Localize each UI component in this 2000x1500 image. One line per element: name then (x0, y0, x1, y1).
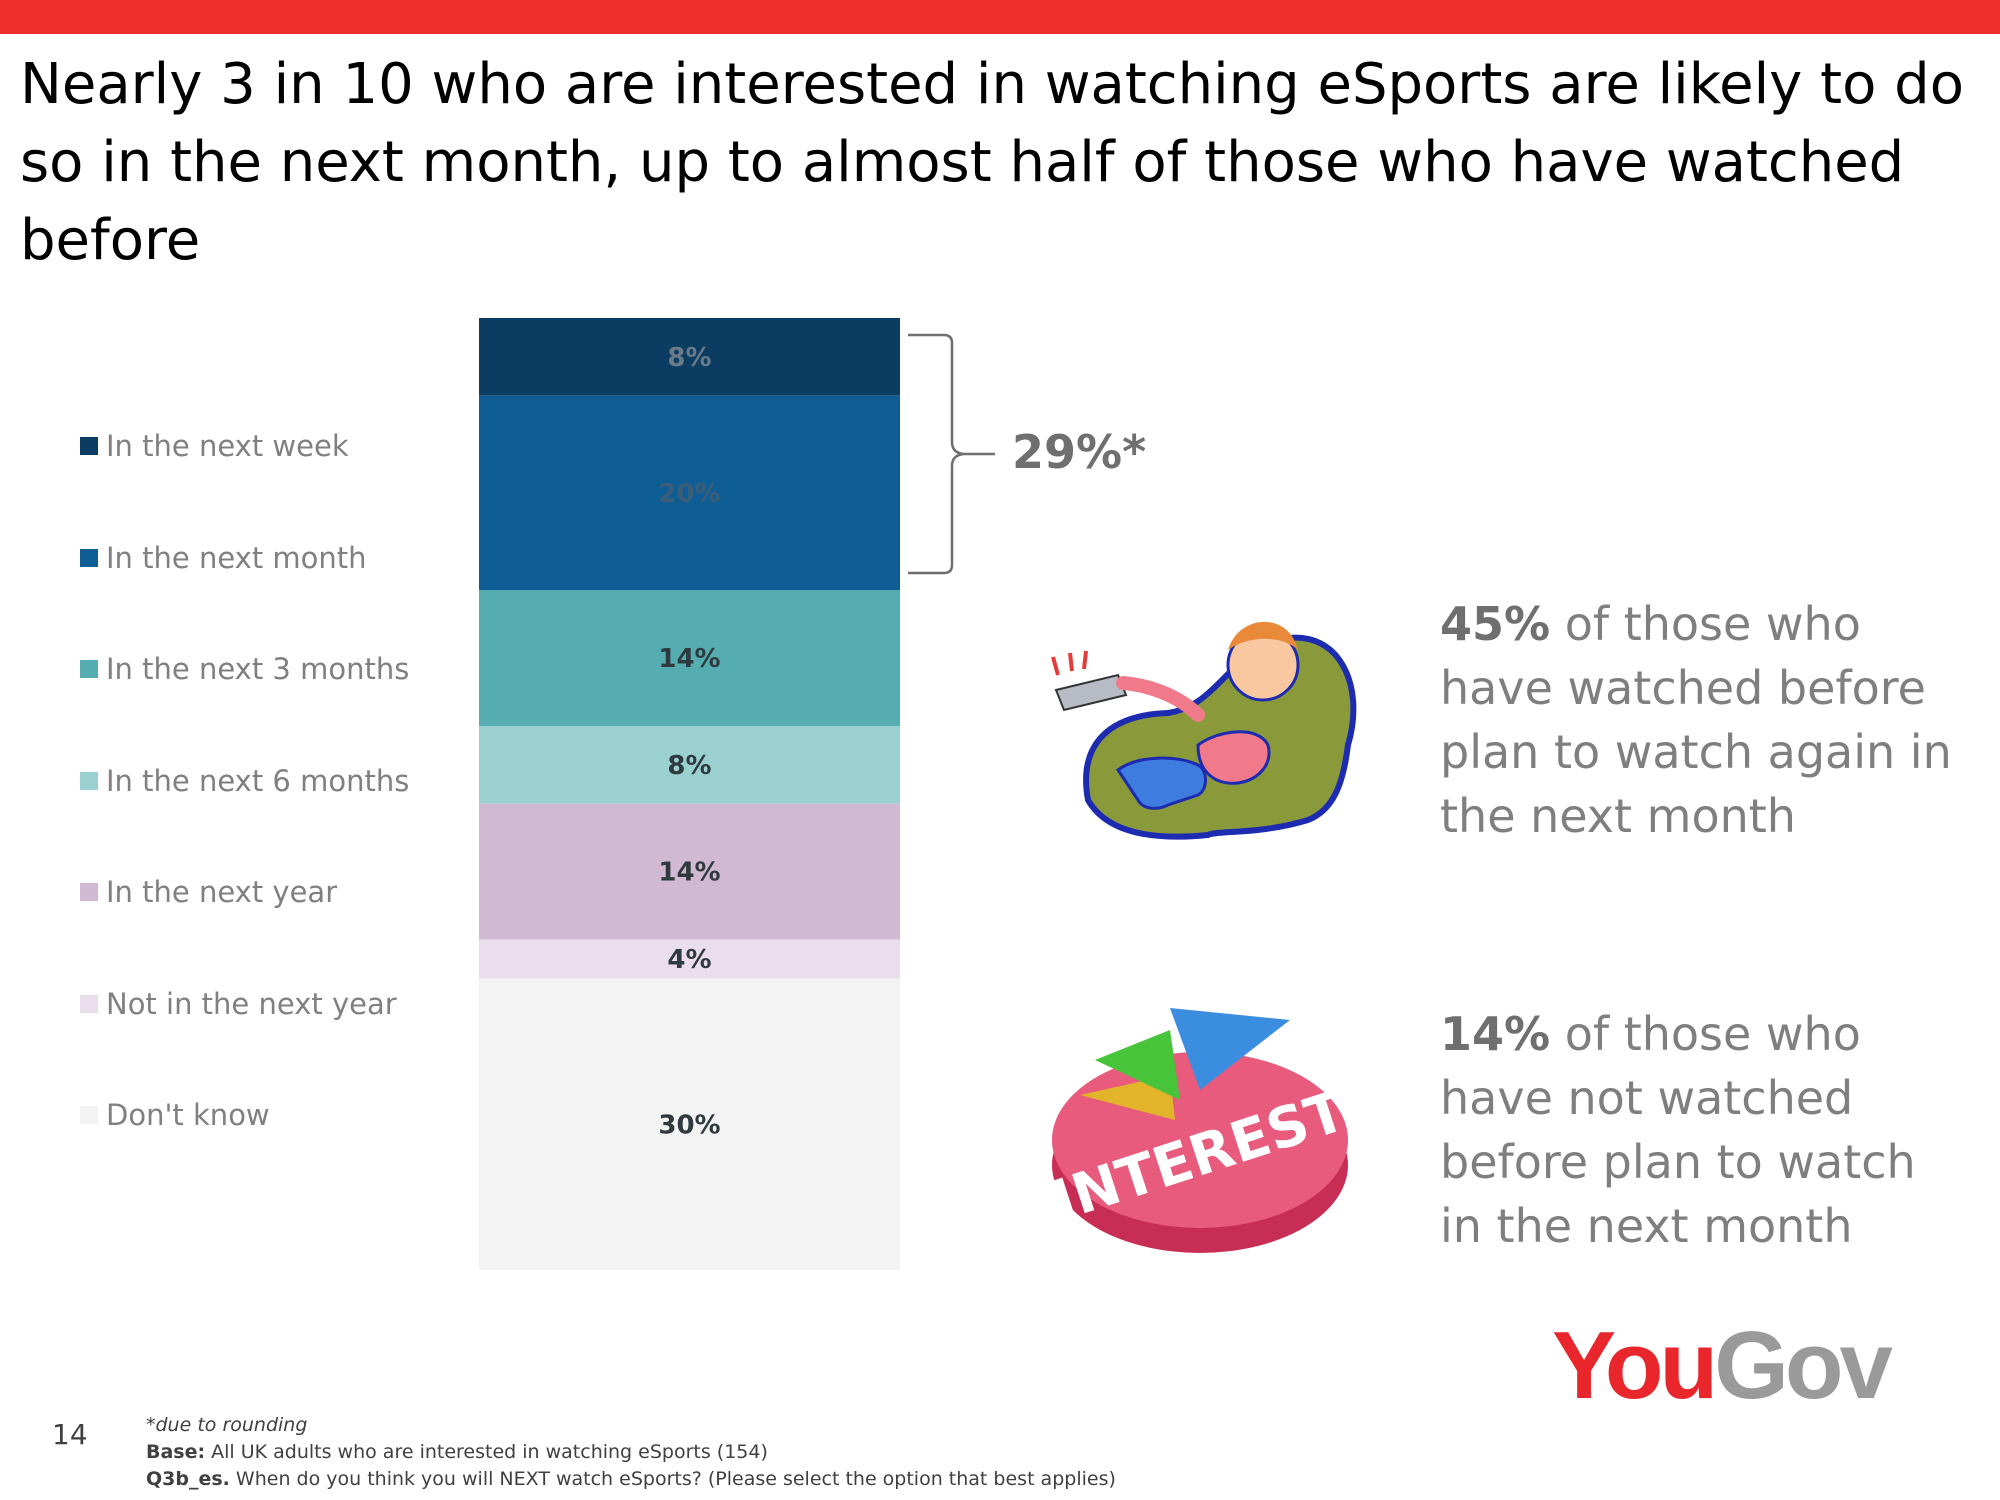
legend-swatch (80, 660, 98, 678)
callout-2-emphasis: 14% (1440, 1007, 1551, 1061)
legend-swatch (80, 994, 98, 1013)
top-accent-bar (0, 0, 2000, 34)
bracket-total-label: 29%* (1012, 425, 1147, 479)
legend-swatch (80, 437, 98, 455)
legend-label: In the next week (106, 429, 349, 463)
legend-swatch (80, 1106, 98, 1124)
callout-1-emphasis: 45% (1440, 597, 1551, 651)
bar-segment-in-the-next-year (479, 803, 900, 940)
footnote-base: Base: All UK adults who are interested i… (146, 1441, 768, 1463)
interest-pie-icon: INTEREST (1050, 1008, 1354, 1253)
legend-item-not-in-the-next-year: Not in the next year (80, 987, 397, 1021)
legend-label: Don't know (106, 1098, 270, 1132)
bar-segment-not-in-the-next-year (479, 939, 900, 979)
footnote-rounding: *due to rounding (146, 1414, 308, 1436)
bar-segment-don-t-know (479, 978, 900, 1270)
callout-1-text: of those who have watched before plan to… (1440, 597, 1952, 843)
person-watching-tv-icon (1051, 621, 1357, 840)
footnotes: *due to rounding Base: All UK adults who… (146, 1412, 1116, 1493)
page-number: 14 (52, 1418, 88, 1451)
callout-watched-before: 45% of those who have watched before pla… (1440, 592, 1960, 848)
legend-item-in-the-next-week: In the next week (80, 429, 349, 463)
legend-label: In the next 3 months (106, 652, 410, 686)
bar-segment-in-the-next-week (479, 318, 900, 396)
legend-item-in-the-next-3-months: In the next 3 months (80, 652, 409, 686)
bracket-line (908, 333, 995, 575)
callout-not-watched-before: 14% of those who have not watched before… (1440, 1002, 1960, 1258)
data-label-not-in-the-next-year: 4% (667, 945, 711, 975)
legend-item-in-the-next-year: In the next year (80, 875, 337, 909)
footnote-question: Q3b_es. When do you think you will NEXT … (146, 1468, 1116, 1490)
legend-label: In the next 6 months (106, 763, 410, 798)
legend-item-in-the-next-month: In the next month (80, 541, 367, 575)
legend-label: In the next month (106, 540, 367, 575)
data-label-in-the-next-week: 8% (667, 343, 711, 373)
yougov-logo: YouGov (1552, 1312, 1893, 1419)
data-label-in-the-next-3-months: 14% (658, 644, 720, 674)
legend-swatch (80, 771, 98, 790)
bar-segment-in-the-next-3-months (479, 590, 900, 726)
bar-segment-in-the-next-month (479, 395, 900, 590)
data-label-in-the-next-year: 14% (658, 858, 720, 888)
callout-2-text: of those who have not watched before pla… (1440, 1007, 1916, 1253)
bar-segment-in-the-next-6-months (479, 726, 900, 804)
legend-item-in-the-next-6-months: In the next 6 months (80, 764, 409, 798)
legend-swatch (80, 883, 98, 901)
legend-swatch (80, 548, 98, 567)
legend-label: Not in the next year (106, 986, 397, 1021)
data-label-in-the-next-month: 20% (658, 479, 720, 509)
slide-title: Nearly 3 in 10 who are interested in wat… (20, 52, 1964, 273)
data-label-don-t-know: 30% (658, 1110, 720, 1140)
legend-label: In the next year (106, 875, 338, 909)
data-label-in-the-next-6-months: 8% (667, 751, 711, 781)
legend-item-don-t-know: Don't know (80, 1098, 270, 1132)
